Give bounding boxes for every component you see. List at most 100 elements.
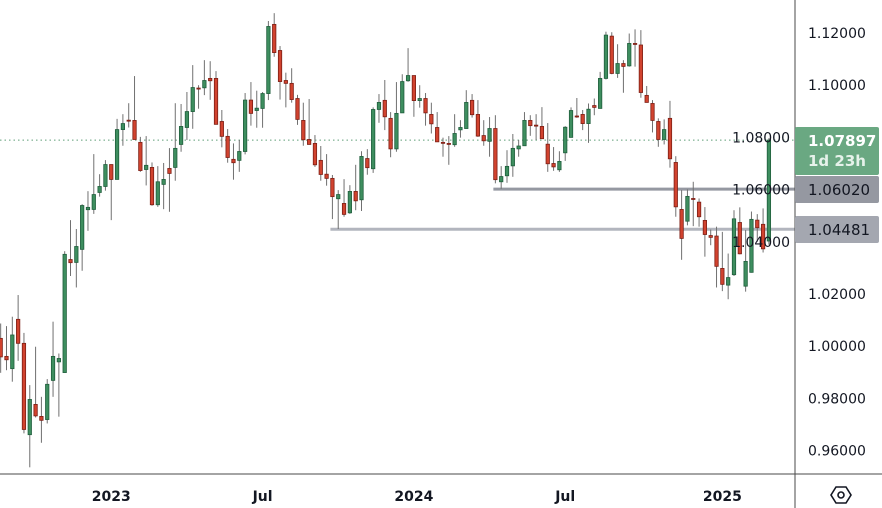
candle	[429, 102, 434, 134]
candle	[499, 166, 504, 189]
candle-body-down	[312, 143, 318, 166]
candle	[260, 91, 265, 128]
time-axis[interactable]: 2023 Jul 2024 Jul 2025	[92, 489, 742, 505]
candle	[126, 103, 131, 128]
candle-body-up	[371, 109, 376, 170]
candle-body-up	[743, 260, 748, 287]
candle-body-down	[4, 355, 9, 361]
candle-body-down	[737, 222, 742, 255]
candle-body-up	[74, 246, 79, 263]
candle	[621, 60, 626, 93]
price-tick-label: 1.04000	[732, 235, 790, 251]
candle-body-down	[580, 114, 585, 124]
candle	[149, 162, 155, 206]
candle-body-down	[545, 143, 550, 165]
price-axis[interactable]: 1.12000 1.10000 1.08000 1.06000 1.04000 1.020…	[732, 26, 866, 460]
candle	[685, 189, 690, 226]
candle	[458, 120, 463, 138]
candle	[551, 147, 556, 171]
candle-body-down	[667, 117, 673, 160]
candle	[487, 117, 492, 157]
candle	[598, 71, 603, 109]
candle	[190, 65, 195, 129]
candle	[755, 214, 760, 242]
candle-body-up	[336, 194, 341, 200]
candle-body-down	[272, 23, 277, 53]
candle-body-down	[295, 98, 300, 120]
candle	[731, 210, 737, 276]
candle-body-down	[68, 259, 73, 264]
candle	[743, 230, 748, 292]
candle	[155, 166, 160, 207]
candle-body-down	[39, 416, 44, 421]
candle-body-down	[109, 164, 114, 180]
candle-body-up	[685, 195, 690, 222]
hexagon-settings-icon[interactable]	[830, 486, 852, 504]
candle	[68, 220, 73, 276]
candle	[277, 46, 283, 100]
candle-body-up	[499, 176, 504, 183]
candle	[97, 174, 102, 197]
candle	[359, 151, 364, 212]
candle-body-down	[702, 219, 707, 235]
candle	[382, 79, 387, 131]
candle-body-up	[178, 126, 184, 145]
candle-body-up	[405, 75, 411, 82]
candle	[39, 396, 44, 443]
candle	[574, 97, 579, 118]
candle	[504, 150, 510, 183]
candle	[726, 253, 731, 300]
candle	[0, 323, 3, 373]
horizontal-levels	[330, 187, 795, 231]
candle	[231, 143, 236, 180]
candle-body-up	[726, 277, 731, 286]
candles	[0, 13, 772, 468]
candle	[446, 136, 451, 165]
candle-body-down	[656, 121, 661, 140]
time-tick-label: 2023	[92, 489, 131, 505]
candle-body-down	[283, 80, 288, 84]
candle-body-down	[720, 268, 725, 285]
candle-body-up	[586, 108, 591, 124]
candle	[714, 226, 719, 288]
candle-body-up	[458, 127, 463, 131]
candle	[417, 85, 422, 108]
candle-body-up	[504, 165, 510, 177]
candle	[120, 114, 125, 146]
candle-body-up	[627, 43, 632, 67]
candle-body-up	[394, 112, 399, 150]
candle	[10, 316, 15, 382]
candle-body-down	[301, 120, 306, 141]
candle	[388, 112, 393, 158]
time-tick-label: Jul	[554, 489, 575, 505]
candle-body-down	[21, 342, 27, 430]
candle-body-down	[609, 35, 614, 74]
candle	[341, 179, 347, 217]
candle	[138, 136, 143, 172]
candle	[173, 103, 178, 181]
candle-body-up	[563, 126, 568, 154]
candle	[691, 181, 696, 227]
candle-body-up	[10, 334, 15, 370]
candle	[592, 98, 597, 116]
candle	[85, 191, 91, 231]
candle	[254, 90, 259, 128]
level-label-1: 1.06020	[808, 181, 870, 199]
candle	[481, 120, 486, 146]
candle-body-down	[592, 105, 597, 108]
candle	[219, 109, 224, 148]
candle-body-down	[650, 103, 655, 121]
price-tick-label: 1.08000	[732, 130, 790, 146]
candle	[225, 129, 230, 163]
candle	[766, 138, 772, 245]
candle	[50, 321, 56, 397]
candle	[638, 30, 643, 98]
price-tick-label: 1.00000	[808, 339, 866, 355]
candle-body-up	[56, 358, 61, 363]
candle-body-down	[534, 124, 539, 127]
candle	[237, 140, 242, 172]
candle	[178, 103, 184, 152]
level-label-box-2	[795, 216, 879, 243]
candle-body-down	[289, 82, 294, 100]
